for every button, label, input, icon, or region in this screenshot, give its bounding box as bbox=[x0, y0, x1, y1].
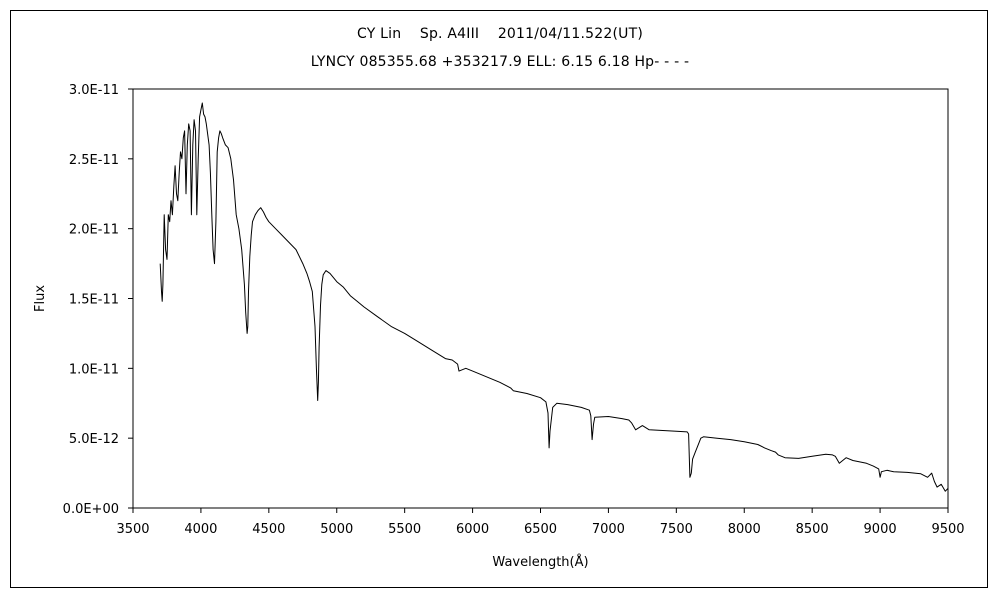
plot-area bbox=[132, 88, 949, 509]
x-tick-label: 6000 bbox=[456, 522, 489, 537]
x-tick-label: 8500 bbox=[796, 522, 829, 537]
y-tick-label: 0.0E+00 bbox=[63, 502, 119, 517]
x-tick-label: 3500 bbox=[116, 522, 149, 537]
chart-frame bbox=[10, 10, 988, 588]
y-tick-label: 1.5E-11 bbox=[69, 293, 119, 308]
chart-title: CY Lin Sp. A4III 2011/04/11.522(UT) bbox=[356, 26, 644, 42]
x-tick-label: 5500 bbox=[388, 522, 421, 537]
y-tick-label: 1.0E-11 bbox=[69, 362, 119, 377]
series-layer bbox=[159, 102, 949, 492]
spectrum-line bbox=[159, 102, 949, 492]
x-tick-label: 4000 bbox=[184, 522, 217, 537]
y-tick-label: 2.0E-11 bbox=[69, 223, 119, 238]
x-tick-label: 6500 bbox=[524, 522, 557, 537]
y-axis-ticks: 0.0E+00 5.0E-12 1.0E-11 1.5E-11 2.0E-11 2.5E-… bbox=[63, 83, 133, 517]
y-axis-label: Flux bbox=[33, 285, 48, 312]
chart-subtitle: LYNCY 085355.68 +353217.9 ELL: 6.15 6.18… bbox=[310, 54, 690, 70]
x-tick-label: 7000 bbox=[592, 522, 625, 537]
x-tick-label: 4500 bbox=[252, 522, 285, 537]
y-tick-label: 2.5E-11 bbox=[69, 153, 119, 168]
x-axis-label: Wavelength(Å) bbox=[492, 554, 588, 570]
x-tick-label: 8000 bbox=[728, 522, 761, 537]
x-tick-label: 9000 bbox=[864, 522, 897, 537]
x-axis-ticks: 3500 4000 4500 5000 5500 6000 6500 7000 7500 8000… bbox=[116, 508, 965, 537]
x-tick-label: 7500 bbox=[660, 522, 693, 537]
y-tick-label: 5.0E-12 bbox=[69, 432, 119, 447]
x-tick-label: 5000 bbox=[320, 522, 353, 537]
x-tick-label: 9500 bbox=[931, 522, 964, 537]
y-tick-label: 3.0E-11 bbox=[69, 83, 119, 98]
